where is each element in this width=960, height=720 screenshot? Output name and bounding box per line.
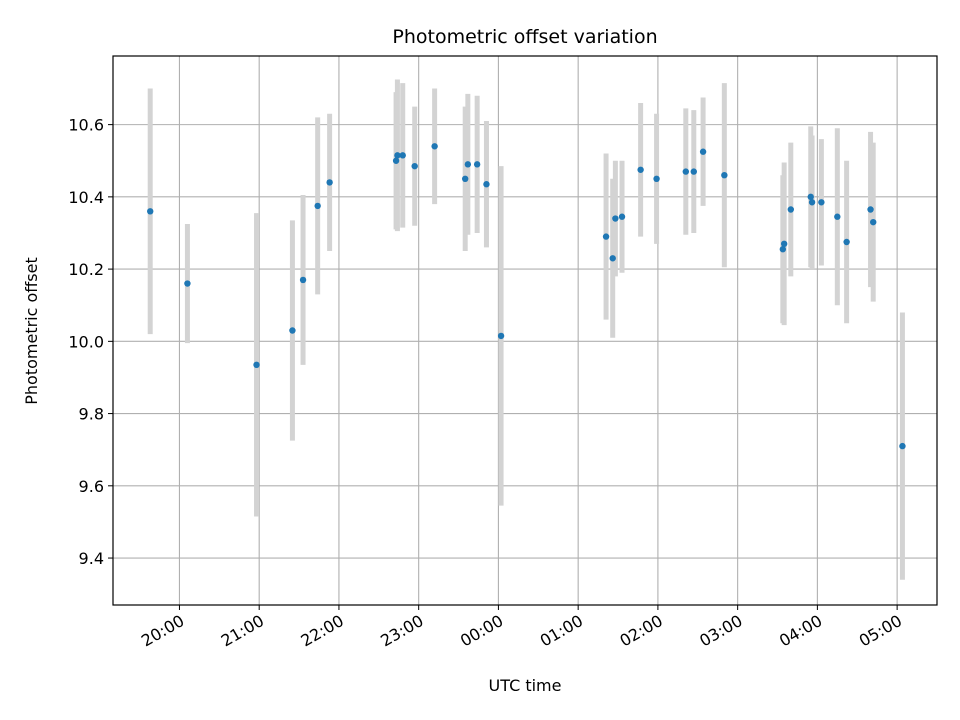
data-point	[184, 280, 191, 287]
y-tick-label: 9.4	[79, 549, 104, 568]
data-point	[843, 238, 850, 246]
y-tick-label: 10.4	[68, 188, 104, 207]
data-point	[780, 240, 788, 248]
data-point	[653, 175, 660, 183]
data-point	[483, 181, 490, 188]
data-points	[147, 143, 906, 450]
data-point	[779, 246, 787, 253]
data-point	[618, 213, 626, 220]
y-tick-label: 9.6	[79, 477, 104, 496]
data-point	[612, 215, 619, 222]
data-point	[682, 168, 690, 175]
data-point	[461, 175, 469, 183]
data-point	[464, 161, 472, 168]
y-tick-label: 10.2	[68, 260, 104, 279]
x-axis-label: UTC time	[489, 676, 562, 695]
data-point	[299, 276, 307, 284]
data-point	[807, 193, 814, 201]
y-tick-label: 10.6	[68, 116, 104, 135]
data-point	[314, 202, 321, 210]
data-point	[867, 206, 874, 213]
y-tick-label: 10.0	[68, 332, 104, 351]
data-point	[899, 442, 906, 450]
data-point	[253, 361, 260, 369]
data-point	[870, 218, 877, 226]
y-tick-label: 9.8	[79, 405, 104, 424]
data-point	[602, 233, 610, 240]
data-point	[699, 148, 707, 155]
data-point	[392, 157, 400, 164]
data-point	[394, 152, 401, 159]
y-axis-label: Photometric offset	[22, 257, 41, 405]
plot-frame	[112, 55, 938, 606]
data-point	[609, 255, 616, 262]
data-point	[147, 208, 154, 215]
data-point	[637, 166, 644, 173]
data-point	[431, 143, 438, 150]
chart-title: Photometric offset variation	[392, 26, 657, 48]
data-point	[289, 327, 296, 334]
data-point	[834, 213, 841, 220]
data-point	[473, 161, 481, 168]
data-point	[411, 162, 418, 170]
data-point	[721, 171, 728, 179]
data-point	[787, 206, 795, 213]
data-point	[808, 199, 816, 206]
data-point	[497, 332, 505, 340]
data-point	[326, 179, 333, 186]
grid	[113, 56, 937, 605]
data-point	[818, 199, 825, 206]
y-axis-ticks: 9.4 9.6 9.8 10.0 10.2 10.4 10.6	[68, 116, 113, 568]
data-point	[690, 168, 697, 175]
data-point	[399, 152, 406, 159]
